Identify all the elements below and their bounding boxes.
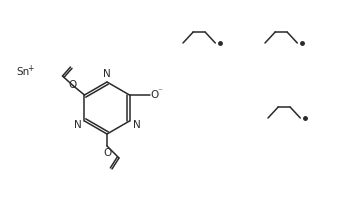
Text: +: +: [27, 63, 33, 73]
Text: O: O: [151, 90, 159, 100]
Text: O: O: [103, 148, 111, 158]
Text: N: N: [132, 120, 140, 130]
Text: O: O: [68, 80, 77, 90]
Text: ⁻: ⁻: [157, 87, 162, 97]
Text: N: N: [74, 120, 81, 130]
Text: Sn: Sn: [16, 67, 29, 77]
Text: N: N: [103, 69, 111, 79]
